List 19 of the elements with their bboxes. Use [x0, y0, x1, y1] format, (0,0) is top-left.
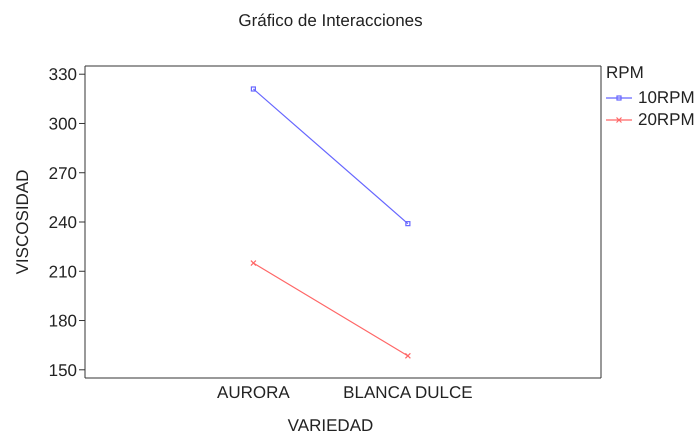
y-tick-label: 240	[48, 213, 77, 232]
legend-label: 10RPM	[638, 88, 695, 108]
legend-title: RPM	[606, 63, 645, 83]
x-axis-title: VARIEDAD	[288, 416, 374, 435]
y-tick-label: 270	[48, 164, 77, 183]
point	[250, 260, 256, 266]
point	[404, 352, 411, 359]
y-axis-title: VISCOSIDAD	[13, 170, 32, 274]
y-tick-label: 300	[48, 114, 77, 134]
chart-title: Gráfico de Interacciones	[238, 11, 423, 30]
legend-label: 20RPM	[638, 110, 695, 130]
x-tick-label: BLANCA DULCE	[343, 383, 473, 402]
y-tick-label: 180	[48, 312, 77, 331]
point	[250, 86, 256, 92]
point	[405, 221, 410, 226]
x-tick-label: AURORA	[217, 383, 290, 402]
y-tick-label: 150	[48, 360, 77, 380]
y-tick-label: 330	[48, 65, 77, 84]
y-tick-label: 210	[48, 262, 77, 282]
